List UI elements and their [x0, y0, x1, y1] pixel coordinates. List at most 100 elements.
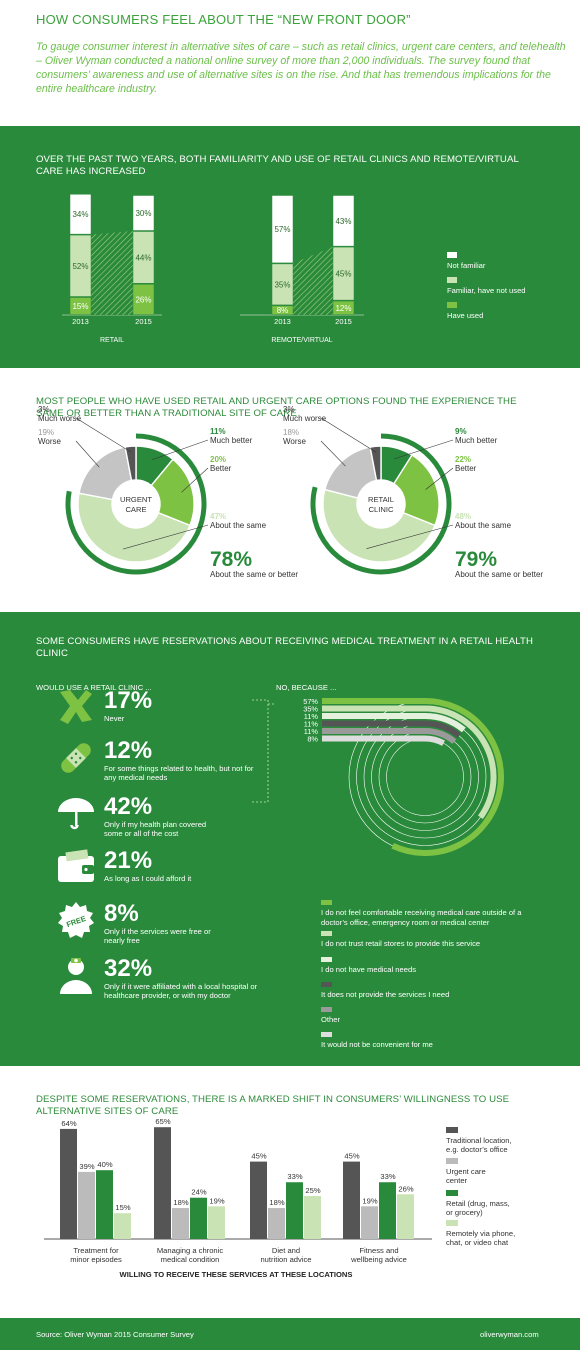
radial-value-label: 57%	[303, 697, 318, 706]
category-label: nutrition advice	[260, 1255, 311, 1264]
slice-label: Worse	[38, 437, 62, 446]
bar	[397, 1194, 414, 1239]
bar-value-label: 45%	[335, 270, 351, 279]
leader-line	[75, 440, 100, 468]
donut-center	[358, 481, 404, 527]
legend-swatch	[321, 1007, 332, 1012]
radial-bar	[322, 705, 497, 820]
header: HOW CONSUMERS FEEL ABOUT THE “NEW FRONT …	[0, 0, 580, 126]
slice-pct: 19%	[38, 428, 54, 437]
bar-value-label: 64%	[61, 1119, 76, 1128]
leader-line	[75, 417, 132, 453]
site-link[interactable]: oliverwyman.com	[480, 1330, 539, 1339]
year-label: 2015	[335, 317, 352, 326]
slice-label: Better	[455, 464, 477, 473]
bar-segment	[132, 195, 155, 231]
section4-title: DESPITE SOME RESERVATIONS, THERE IS A MA…	[36, 1094, 510, 1117]
legend-swatch	[447, 302, 457, 308]
bar-segment	[271, 195, 294, 264]
bracket	[252, 699, 269, 803]
slice-pct: 48%	[455, 512, 471, 521]
radial-track	[386, 738, 464, 816]
bar	[78, 1171, 95, 1239]
radial-track	[378, 730, 472, 824]
bar-value-label: 8%	[277, 306, 289, 315]
radial-value-label: 8%	[307, 735, 318, 744]
bar	[154, 1127, 171, 1239]
slice-label: Much better	[455, 436, 498, 445]
free-tag-icon: FREE	[56, 901, 96, 941]
donut-slice	[77, 492, 191, 563]
better-arc	[65, 433, 207, 575]
group-label: RETAIL	[100, 337, 124, 344]
bar-value-label: 24%	[191, 1188, 206, 1197]
slice-label: Much worse	[38, 414, 82, 423]
legend-label: center	[446, 1176, 468, 1185]
bar	[343, 1161, 360, 1239]
bar	[190, 1197, 207, 1239]
section-reservations: SOME CONSUMERS HAVE RESERVATIONS ABOUT R…	[0, 612, 580, 1066]
familiarity-chart: 15% 52% 34% 2013 26% 44% 30% 2015 RETAIL 8% 35% 57%…	[62, 194, 526, 344]
bar-value-label: 25%	[305, 1186, 320, 1195]
legend-label: It does not provide the services I need	[321, 990, 449, 999]
slice-pct: 18%	[283, 428, 299, 437]
bar-value-label: 15%	[72, 302, 88, 311]
bar	[250, 1161, 267, 1239]
bar-value-label: 18%	[269, 1198, 284, 1207]
leader-line	[181, 467, 209, 493]
legend-swatch	[321, 982, 332, 987]
slice-label: Much better	[210, 436, 253, 445]
bar-value-label: 57%	[274, 225, 290, 234]
radial-value-label: 11%	[304, 720, 319, 729]
legend-swatch	[446, 1127, 458, 1133]
donut-center-label: CLINIC	[369, 505, 394, 514]
donut-center-label: CARE	[125, 505, 146, 514]
legend-swatch	[446, 1158, 458, 1164]
category-label: Fitness and	[359, 1246, 398, 1255]
umbrella-icon	[56, 794, 96, 834]
total-pct: 79%	[455, 548, 497, 571]
bar-value-label: 33%	[380, 1172, 395, 1181]
intro-text: To gauge consumer interest in alternativ…	[36, 41, 566, 95]
year-label: 2015	[135, 317, 152, 326]
slice-pct: 11%	[210, 427, 226, 436]
radial-track	[363, 715, 487, 839]
bar-value-label: 26%	[398, 1184, 413, 1193]
slice-pct: 3%	[38, 405, 50, 414]
bar-value-label: 52%	[72, 262, 88, 271]
category-label: wellbeing advice	[350, 1255, 407, 1264]
year-label: 2013	[72, 317, 89, 326]
bar-segment	[132, 231, 155, 284]
doctor-icon	[56, 956, 96, 996]
bar-value-label: 15%	[115, 1203, 130, 1212]
hatch-band	[293, 246, 333, 315]
would-use-desc: As long as I could afford it	[104, 874, 192, 883]
legend-swatch	[321, 900, 332, 905]
bar-value-label: 33%	[287, 1172, 302, 1181]
total-label: About the same or better	[210, 570, 298, 579]
section3-title: SOME CONSUMERS HAVE RESERVATIONS ABOUT R…	[36, 636, 533, 659]
would-use-desc: Only if my health plan covered some or a…	[104, 820, 207, 838]
slice-label: Much worse	[283, 414, 327, 423]
bar-value-label: 34%	[72, 210, 88, 219]
slice-pct: 9%	[455, 427, 467, 436]
bar-value-label: 45%	[251, 1152, 266, 1161]
legend-label: Traditional location,	[446, 1136, 512, 1145]
bar-segment	[271, 263, 294, 306]
legend-swatch	[321, 1032, 332, 1037]
section-familiarity: OVER THE PAST TWO YEARS, BOTH FAMILIARIT…	[0, 126, 580, 368]
bar	[208, 1206, 225, 1239]
legend-label: Other	[321, 1015, 340, 1024]
would-use-pct: 42%	[104, 793, 153, 820]
legend-label: doctor’s office, emergency room or medic…	[321, 918, 490, 927]
section-experience: MOST PEOPLE WHO HAVE USED RETAIL AND URG…	[0, 368, 580, 612]
slice-label: About the same	[210, 521, 267, 530]
donut-center-label: URGENT	[120, 495, 152, 504]
total-pct: 78%	[210, 548, 252, 571]
leader-line	[425, 467, 454, 490]
radial-bar	[322, 713, 466, 733]
leader-line	[151, 439, 209, 461]
bar-segment	[332, 195, 355, 247]
